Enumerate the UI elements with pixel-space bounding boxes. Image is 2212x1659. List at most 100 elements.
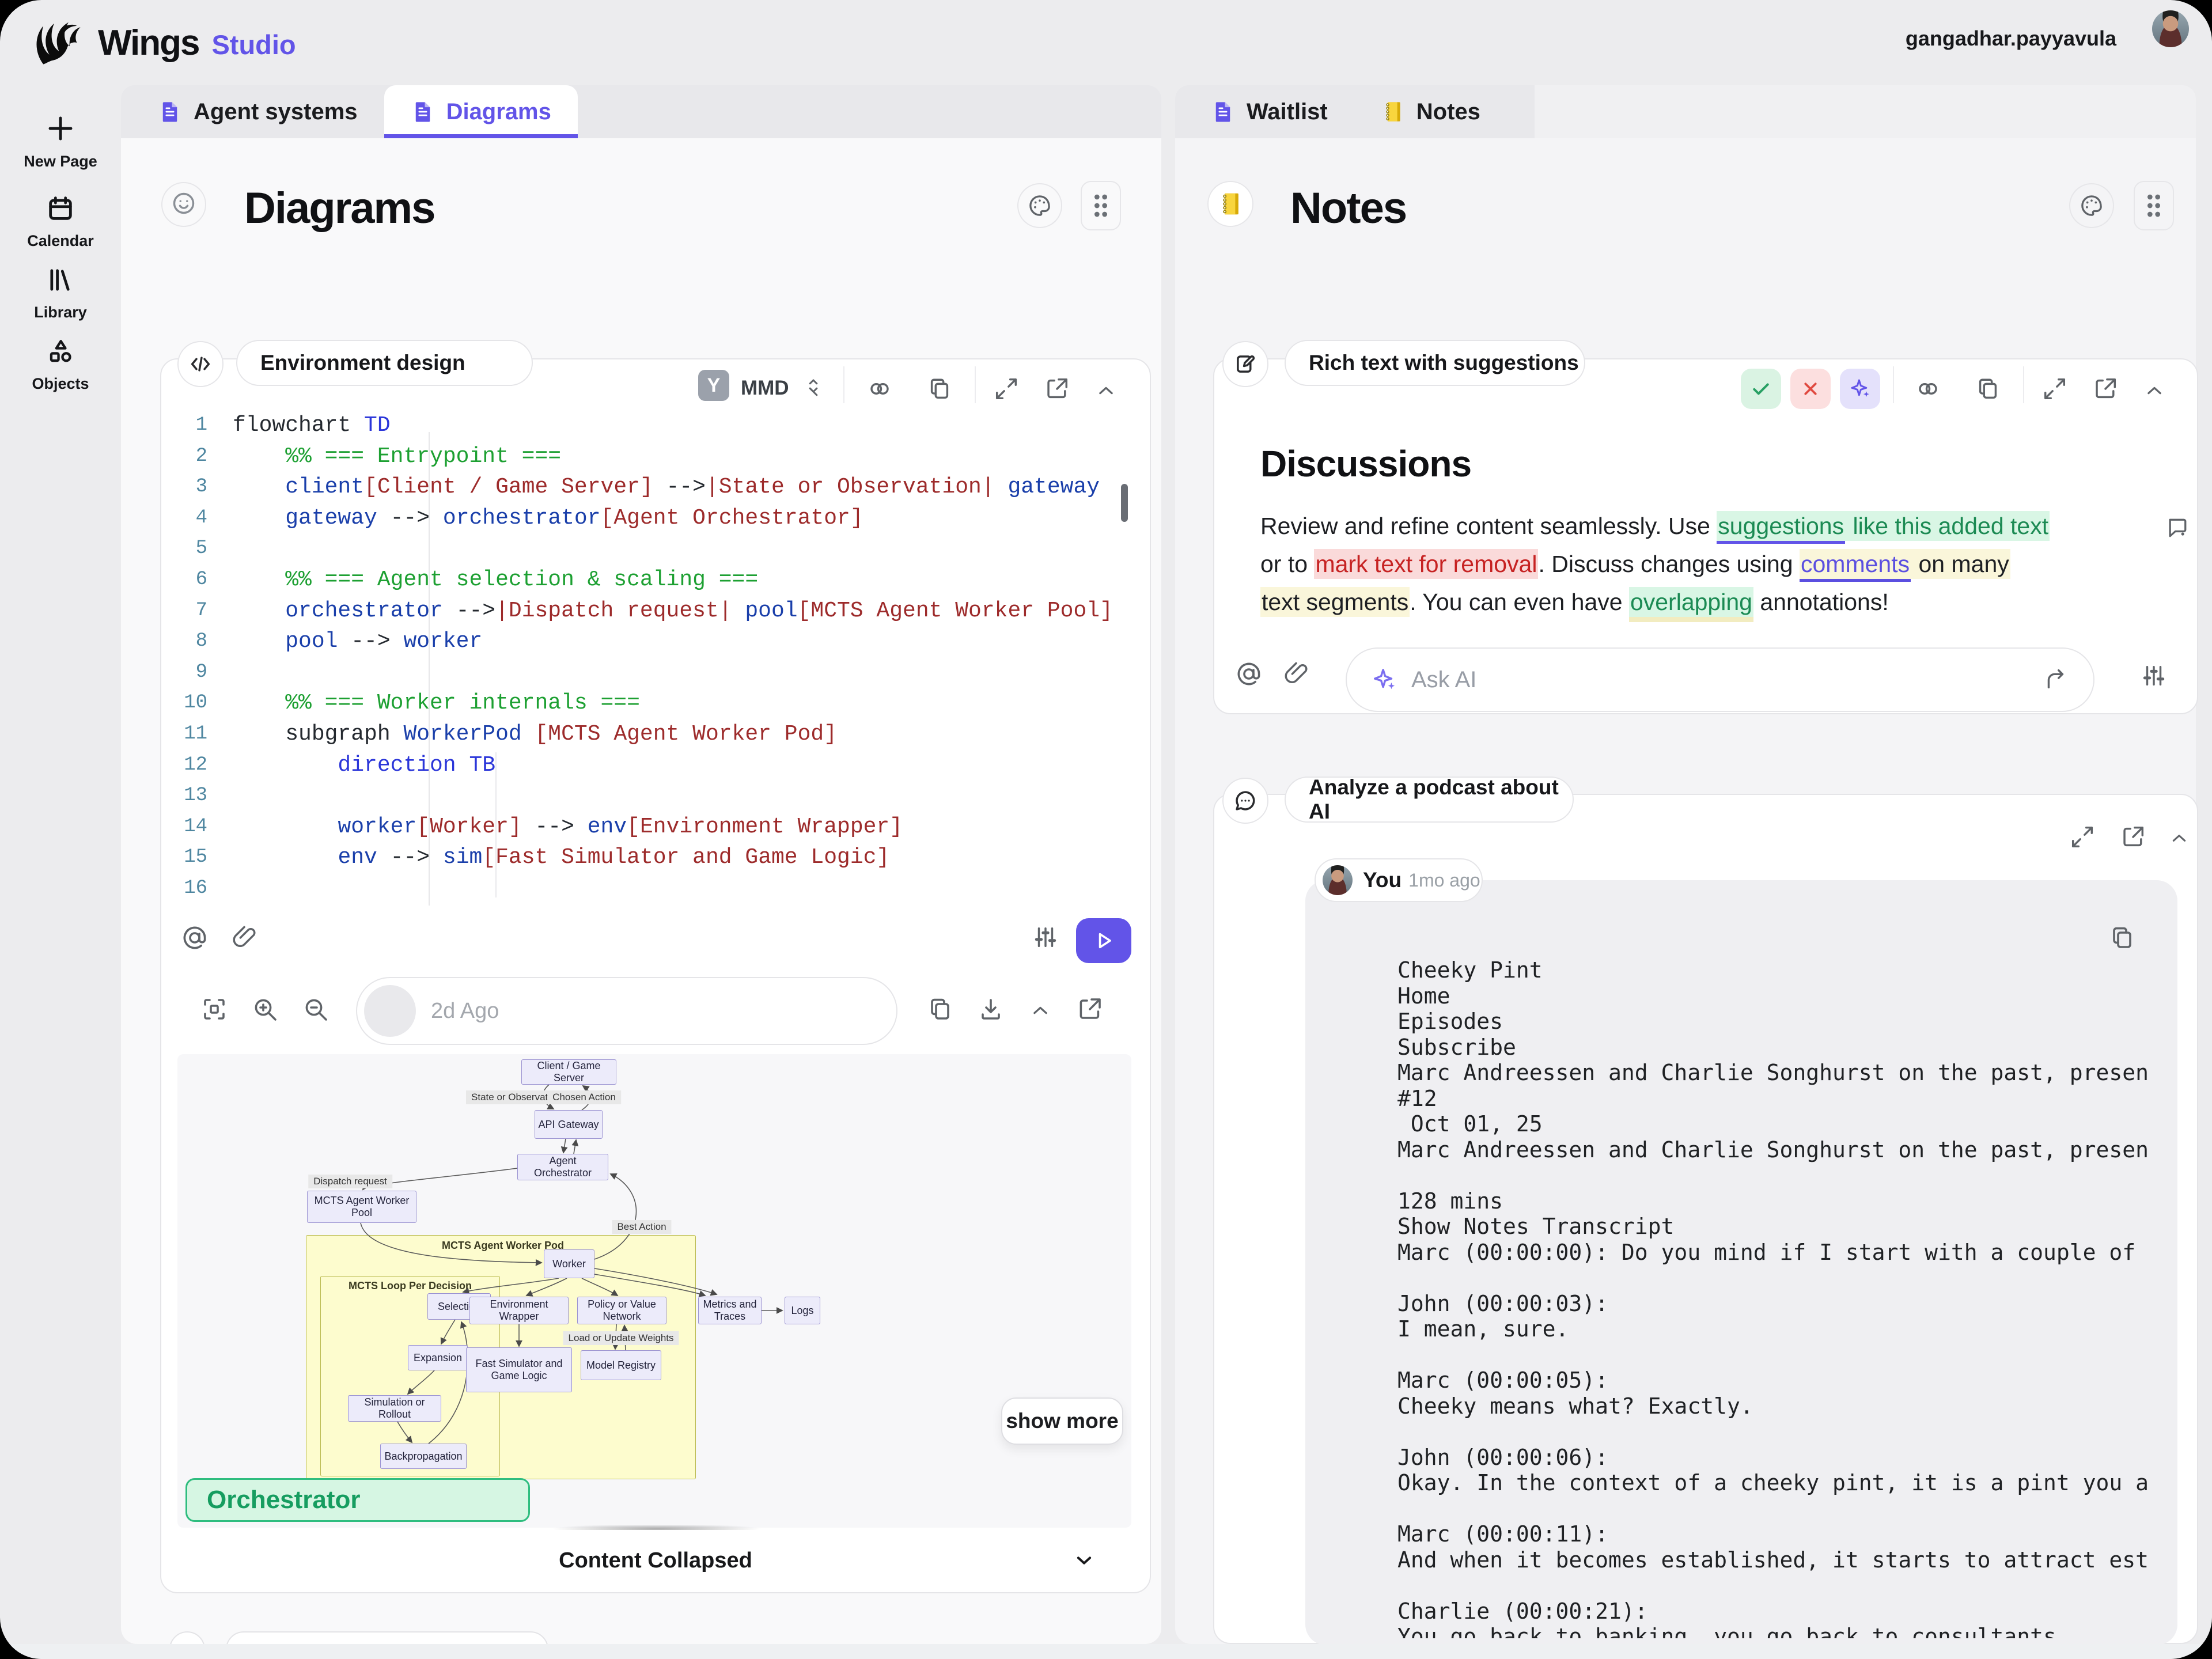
phoenix-logo-icon [25, 12, 85, 74]
reject-suggestion-button[interactable] [1790, 369, 1831, 409]
chevron-up-icon [2147, 387, 2161, 395]
tab-waitlist[interactable]: Waitlist [1184, 85, 1354, 138]
show-more-button[interactable]: show more [1001, 1397, 1123, 1445]
annotation-add_u[interactable]: suggestions [1717, 511, 1846, 544]
ask-settings-button[interactable] [2141, 662, 2167, 689]
rich-collapse-button[interactable] [2142, 378, 2167, 403]
notes-emoji-button[interactable] [1207, 181, 1253, 227]
send-arrow-icon [2047, 669, 2064, 688]
copy-button[interactable] [926, 376, 953, 402]
send-button[interactable] [2041, 665, 2068, 695]
paragraph-text: . Discuss changes using [1538, 551, 1800, 577]
rich-expand-button[interactable] [2041, 376, 2068, 402]
x-icon [1804, 382, 1817, 395]
diagram-preview[interactable]: MCTS Agent Worker Pod MCTS Loop Per Deci… [177, 1054, 1131, 1528]
gutter-divider [429, 432, 430, 906]
code-widget-name[interactable]: Environment design [236, 340, 533, 386]
rail-item-library[interactable]: Library [0, 265, 121, 321]
rich-link-button[interactable] [1915, 376, 1941, 402]
code-line: 16 [184, 877, 207, 899]
format-select[interactable]: MMD [741, 377, 789, 399]
message-copy-button[interactable] [2108, 924, 2136, 952]
discussions-heading: Discussions [1260, 443, 1472, 484]
edge-label: Load or Update Weights [563, 1331, 679, 1345]
page-emoji-button[interactable] [161, 182, 206, 227]
annotation-remove[interactable]: mark text for removal [1314, 549, 1539, 579]
annotation-overlap[interactable]: overlapping [1628, 587, 1753, 617]
podcast-collapse-button[interactable] [2167, 826, 2191, 850]
ai-suggest-button[interactable] [1840, 369, 1880, 409]
tab-diagrams[interactable]: Diagrams [384, 85, 578, 138]
page-title-diagrams: Diagrams [244, 184, 435, 233]
right-tab-strip-light [1535, 85, 2196, 138]
toolbar-divider [975, 366, 976, 403]
version-select[interactable]: 2d Ago [356, 977, 897, 1045]
collapse-button[interactable] [1093, 378, 1119, 403]
copy-icon [930, 378, 949, 399]
format-updown-icon[interactable] [802, 374, 825, 397]
add-comment-button[interactable] [2165, 515, 2190, 540]
document-icon [1211, 100, 1235, 124]
open-external-button[interactable] [1044, 376, 1070, 402]
annotation-comment[interactable]: comments [1800, 549, 1911, 582]
link-button[interactable] [866, 376, 893, 402]
external-link-icon [2096, 378, 2116, 399]
nav-rail: New Page Calendar Library Objects [0, 85, 121, 1641]
preview-copy-button[interactable] [926, 995, 954, 1023]
code-line: 7 orchestrator -->|Dispatch request| poo… [195, 598, 1113, 623]
code-editor[interactable]: 1 flowchart TD 2 %% === Entrypoint === 3 cl… [173, 406, 1138, 911]
diagram-node-worker: Worker [544, 1249, 594, 1278]
preview-collapse-button[interactable] [1028, 998, 1053, 1023]
window-bottom-strip [0, 1644, 2212, 1659]
ask-mention-button[interactable] [1235, 660, 1263, 688]
theme-palette-button[interactable] [1017, 183, 1062, 228]
format-badge[interactable]: Y [698, 370, 729, 401]
diagram-node-metrics: Metrics and Traces [698, 1297, 762, 1324]
editor-scrollbar[interactable] [1121, 484, 1128, 522]
podcast-external-button[interactable] [2120, 824, 2146, 850]
podcast-widget-name[interactable]: Analyze a podcast about AI [1285, 775, 1574, 823]
rich-copy-button[interactable] [1975, 376, 2001, 402]
content-collapsed-bar[interactable]: Content Collapsed [173, 1530, 1138, 1591]
drag-handle-button[interactable] [1081, 181, 1121, 230]
tab-notes[interactable]: Notes [1354, 85, 1507, 138]
download-button[interactable] [977, 995, 1005, 1023]
rich-widget-name[interactable]: Rich text with suggestions [1285, 340, 1585, 386]
zoom-out-button[interactable] [302, 995, 329, 1023]
ask-ai-input[interactable]: Ask AI [1346, 647, 2094, 712]
ask-attach-button[interactable] [1283, 660, 1310, 687]
zoom-in-button[interactable] [251, 995, 279, 1023]
annotation-segment[interactable]: on many [1911, 549, 2010, 579]
palette-icon [2081, 195, 2102, 216]
fit-view-button[interactable] [200, 995, 228, 1023]
annotation-segment[interactable]: text segments [1260, 587, 1410, 617]
brand-suffix: Studio [211, 29, 296, 60]
sparkle-icon [1851, 379, 1869, 397]
objects-icon [0, 336, 121, 369]
smiley-icon [171, 190, 197, 219]
external-link-icon [1080, 998, 1101, 1019]
notes-drag-handle[interactable] [2134, 181, 2174, 230]
rail-item-calendar[interactable]: Calendar [0, 194, 121, 250]
tab-agent-systems[interactable]: Agent systems [131, 85, 384, 138]
diagram-edges [360, 1084, 783, 1444]
run-button[interactable] [1076, 918, 1131, 963]
notes-palette-button[interactable] [2069, 183, 2114, 228]
mention-button[interactable] [181, 924, 209, 952]
accept-suggestion-button[interactable] [1741, 369, 1781, 409]
rail-item-new-page[interactable]: New Page [0, 113, 121, 171]
editor-settings-button[interactable] [1032, 924, 1059, 950]
diagram-node-registry: Model Registry [581, 1350, 661, 1380]
podcast-expand-button[interactable] [2069, 824, 2096, 850]
user-avatar[interactable] [2152, 10, 2189, 47]
expand-button[interactable] [993, 376, 1020, 402]
link-icon [1919, 383, 1937, 395]
diagram-node-logs: Logs [785, 1297, 820, 1324]
rail-item-objects[interactable]: Objects [0, 336, 121, 393]
diagram-node-orchestrator: Agent Orchestrator [517, 1154, 608, 1180]
edge-label: Best Action [612, 1220, 672, 1234]
annotation-add[interactable]: like this added text [1845, 511, 2050, 541]
attach-button[interactable] [232, 924, 258, 950]
rich-external-button[interactable] [2092, 376, 2119, 402]
preview-external-button[interactable] [1076, 995, 1104, 1023]
